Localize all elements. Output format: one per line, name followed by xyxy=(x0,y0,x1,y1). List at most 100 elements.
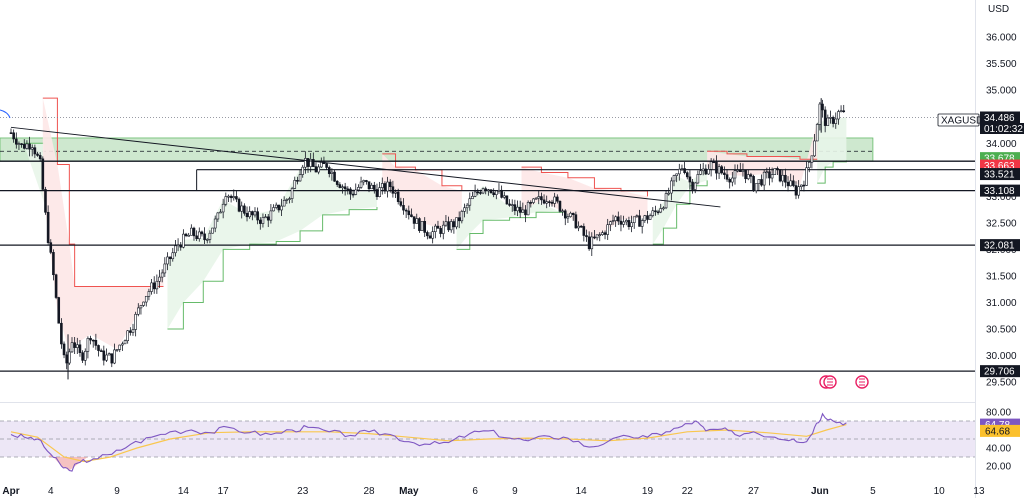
candle xyxy=(33,144,37,159)
candle-body xyxy=(447,221,450,231)
candle xyxy=(513,199,517,216)
candle xyxy=(290,186,294,203)
candle xyxy=(15,132,18,149)
candle-body xyxy=(455,217,458,228)
candle-body xyxy=(829,117,832,119)
candle xyxy=(601,230,604,236)
candle xyxy=(30,144,34,157)
candle-body xyxy=(105,354,108,361)
candle-body xyxy=(60,322,63,345)
trail-stop-down-fill xyxy=(382,153,462,229)
candle xyxy=(78,340,82,357)
candle-body xyxy=(266,216,270,221)
candle xyxy=(632,216,636,229)
trail-stop-up xyxy=(167,206,378,330)
price-tick-label: 33.000 xyxy=(986,192,1017,203)
candle-body xyxy=(378,187,381,197)
candle xyxy=(497,183,501,194)
candle xyxy=(73,337,76,354)
candle-body xyxy=(70,342,74,353)
candle xyxy=(815,122,819,142)
price-tag-label: 33.108 xyxy=(984,186,1015,197)
candle xyxy=(526,200,530,216)
candle xyxy=(441,220,445,240)
candle xyxy=(725,169,729,182)
candle-body xyxy=(728,179,731,183)
candle-body xyxy=(81,352,84,361)
candle-body xyxy=(49,242,53,253)
candle xyxy=(296,176,299,185)
price-tick-label: 30.000 xyxy=(986,351,1017,362)
candle-body xyxy=(831,117,835,124)
candle xyxy=(420,221,424,231)
candle xyxy=(770,167,774,183)
candle-body xyxy=(699,170,702,175)
candle-body xyxy=(362,180,366,183)
candle xyxy=(314,162,318,173)
trail-stop-down xyxy=(707,150,818,160)
candle-body xyxy=(635,215,639,218)
candle-body xyxy=(30,147,34,150)
candle-body xyxy=(561,210,564,213)
candle xyxy=(479,189,482,195)
candle-body xyxy=(415,218,419,224)
candle xyxy=(375,183,379,200)
candle-body xyxy=(680,168,684,170)
candle xyxy=(97,344,100,357)
candle-body xyxy=(630,222,633,228)
candle-body xyxy=(510,204,514,206)
candle-body xyxy=(256,211,259,221)
candle-body xyxy=(312,159,315,167)
date-tick-label: 4 xyxy=(48,486,54,497)
candle xyxy=(569,211,572,218)
candle-body xyxy=(516,206,519,212)
candle xyxy=(383,181,387,194)
candle xyxy=(102,345,106,366)
candle-body xyxy=(733,170,737,179)
candle xyxy=(571,212,575,221)
candle-body xyxy=(386,181,389,192)
candle-body xyxy=(152,282,156,290)
candle xyxy=(258,217,262,230)
candle xyxy=(553,192,556,208)
candle xyxy=(542,194,546,205)
candle-body xyxy=(309,159,312,167)
price-tick-label: 36.000 xyxy=(986,33,1017,44)
price-tag-label: 34.486 xyxy=(984,113,1015,124)
price-tick-label: 35.500 xyxy=(986,59,1017,70)
candle-body xyxy=(786,181,790,187)
candle xyxy=(391,180,395,198)
candle-body xyxy=(399,201,403,206)
date-tick-label: 9 xyxy=(512,486,518,497)
descending-trendline[interactable] xyxy=(10,126,721,208)
candle-body xyxy=(391,186,395,194)
rsi-value-tag xyxy=(980,424,1020,437)
candle xyxy=(561,208,564,216)
candle xyxy=(213,215,217,233)
candle-body xyxy=(420,221,424,231)
candle xyxy=(720,164,724,175)
candle xyxy=(28,136,31,157)
candle-body xyxy=(182,233,185,248)
trail-stop-up xyxy=(817,160,847,184)
candle xyxy=(805,161,808,186)
candle xyxy=(550,199,554,207)
candle-body xyxy=(280,205,283,211)
candle xyxy=(492,188,495,198)
candle xyxy=(44,186,47,215)
candle xyxy=(20,143,23,148)
candle xyxy=(638,209,641,227)
drawing-anchor-icon[interactable] xyxy=(0,109,11,119)
candle-body xyxy=(534,197,538,200)
price-tag-label: 33.678 xyxy=(984,154,1015,165)
candle xyxy=(277,204,281,213)
candle-body xyxy=(744,169,747,180)
candle-body xyxy=(540,196,543,201)
candle-body xyxy=(736,169,739,172)
candle xyxy=(333,169,336,182)
event-flags[interactable] xyxy=(819,375,869,389)
candle xyxy=(622,215,625,228)
candle xyxy=(237,197,241,213)
candle xyxy=(115,349,119,352)
